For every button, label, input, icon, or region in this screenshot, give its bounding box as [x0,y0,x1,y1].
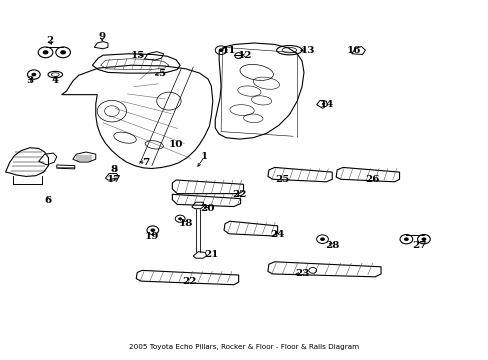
Circle shape [150,228,155,232]
Text: 9: 9 [99,32,105,41]
Text: 13: 13 [300,46,314,55]
Text: 17: 17 [106,175,121,184]
Text: 4: 4 [52,76,59,85]
Text: 22: 22 [182,276,197,285]
Circle shape [42,50,48,54]
Text: 16: 16 [346,46,360,55]
Text: 7: 7 [142,158,149,167]
Circle shape [218,48,223,52]
Text: 28: 28 [325,241,339,250]
Text: 15: 15 [131,51,145,60]
Circle shape [31,73,36,76]
Text: 5: 5 [158,69,165,78]
Circle shape [60,50,66,54]
Text: 14: 14 [319,100,333,109]
Text: 26: 26 [364,175,379,184]
Text: 12: 12 [237,51,251,60]
Text: 8: 8 [110,166,117,175]
Text: 27: 27 [411,241,426,250]
Text: 10: 10 [169,140,183,149]
Text: 23: 23 [294,269,308,278]
Text: 11: 11 [221,46,236,55]
Circle shape [403,237,408,241]
Text: 25: 25 [275,175,289,184]
Text: 6: 6 [45,196,52,205]
Text: 18: 18 [179,219,193,228]
Text: 1: 1 [201,152,208,161]
Text: 20: 20 [200,204,214,213]
Text: 22: 22 [232,190,246,199]
Text: 19: 19 [144,232,159,241]
Text: 2: 2 [46,36,53,45]
Text: 24: 24 [270,230,285,239]
Circle shape [421,237,426,241]
Text: 3: 3 [26,76,34,85]
Circle shape [178,217,182,220]
Circle shape [320,237,325,241]
Text: 21: 21 [203,250,218,259]
Text: 2005 Toyota Echo Pillars, Rocker & Floor - Floor & Rails Diagram: 2005 Toyota Echo Pillars, Rocker & Floor… [129,345,359,350]
